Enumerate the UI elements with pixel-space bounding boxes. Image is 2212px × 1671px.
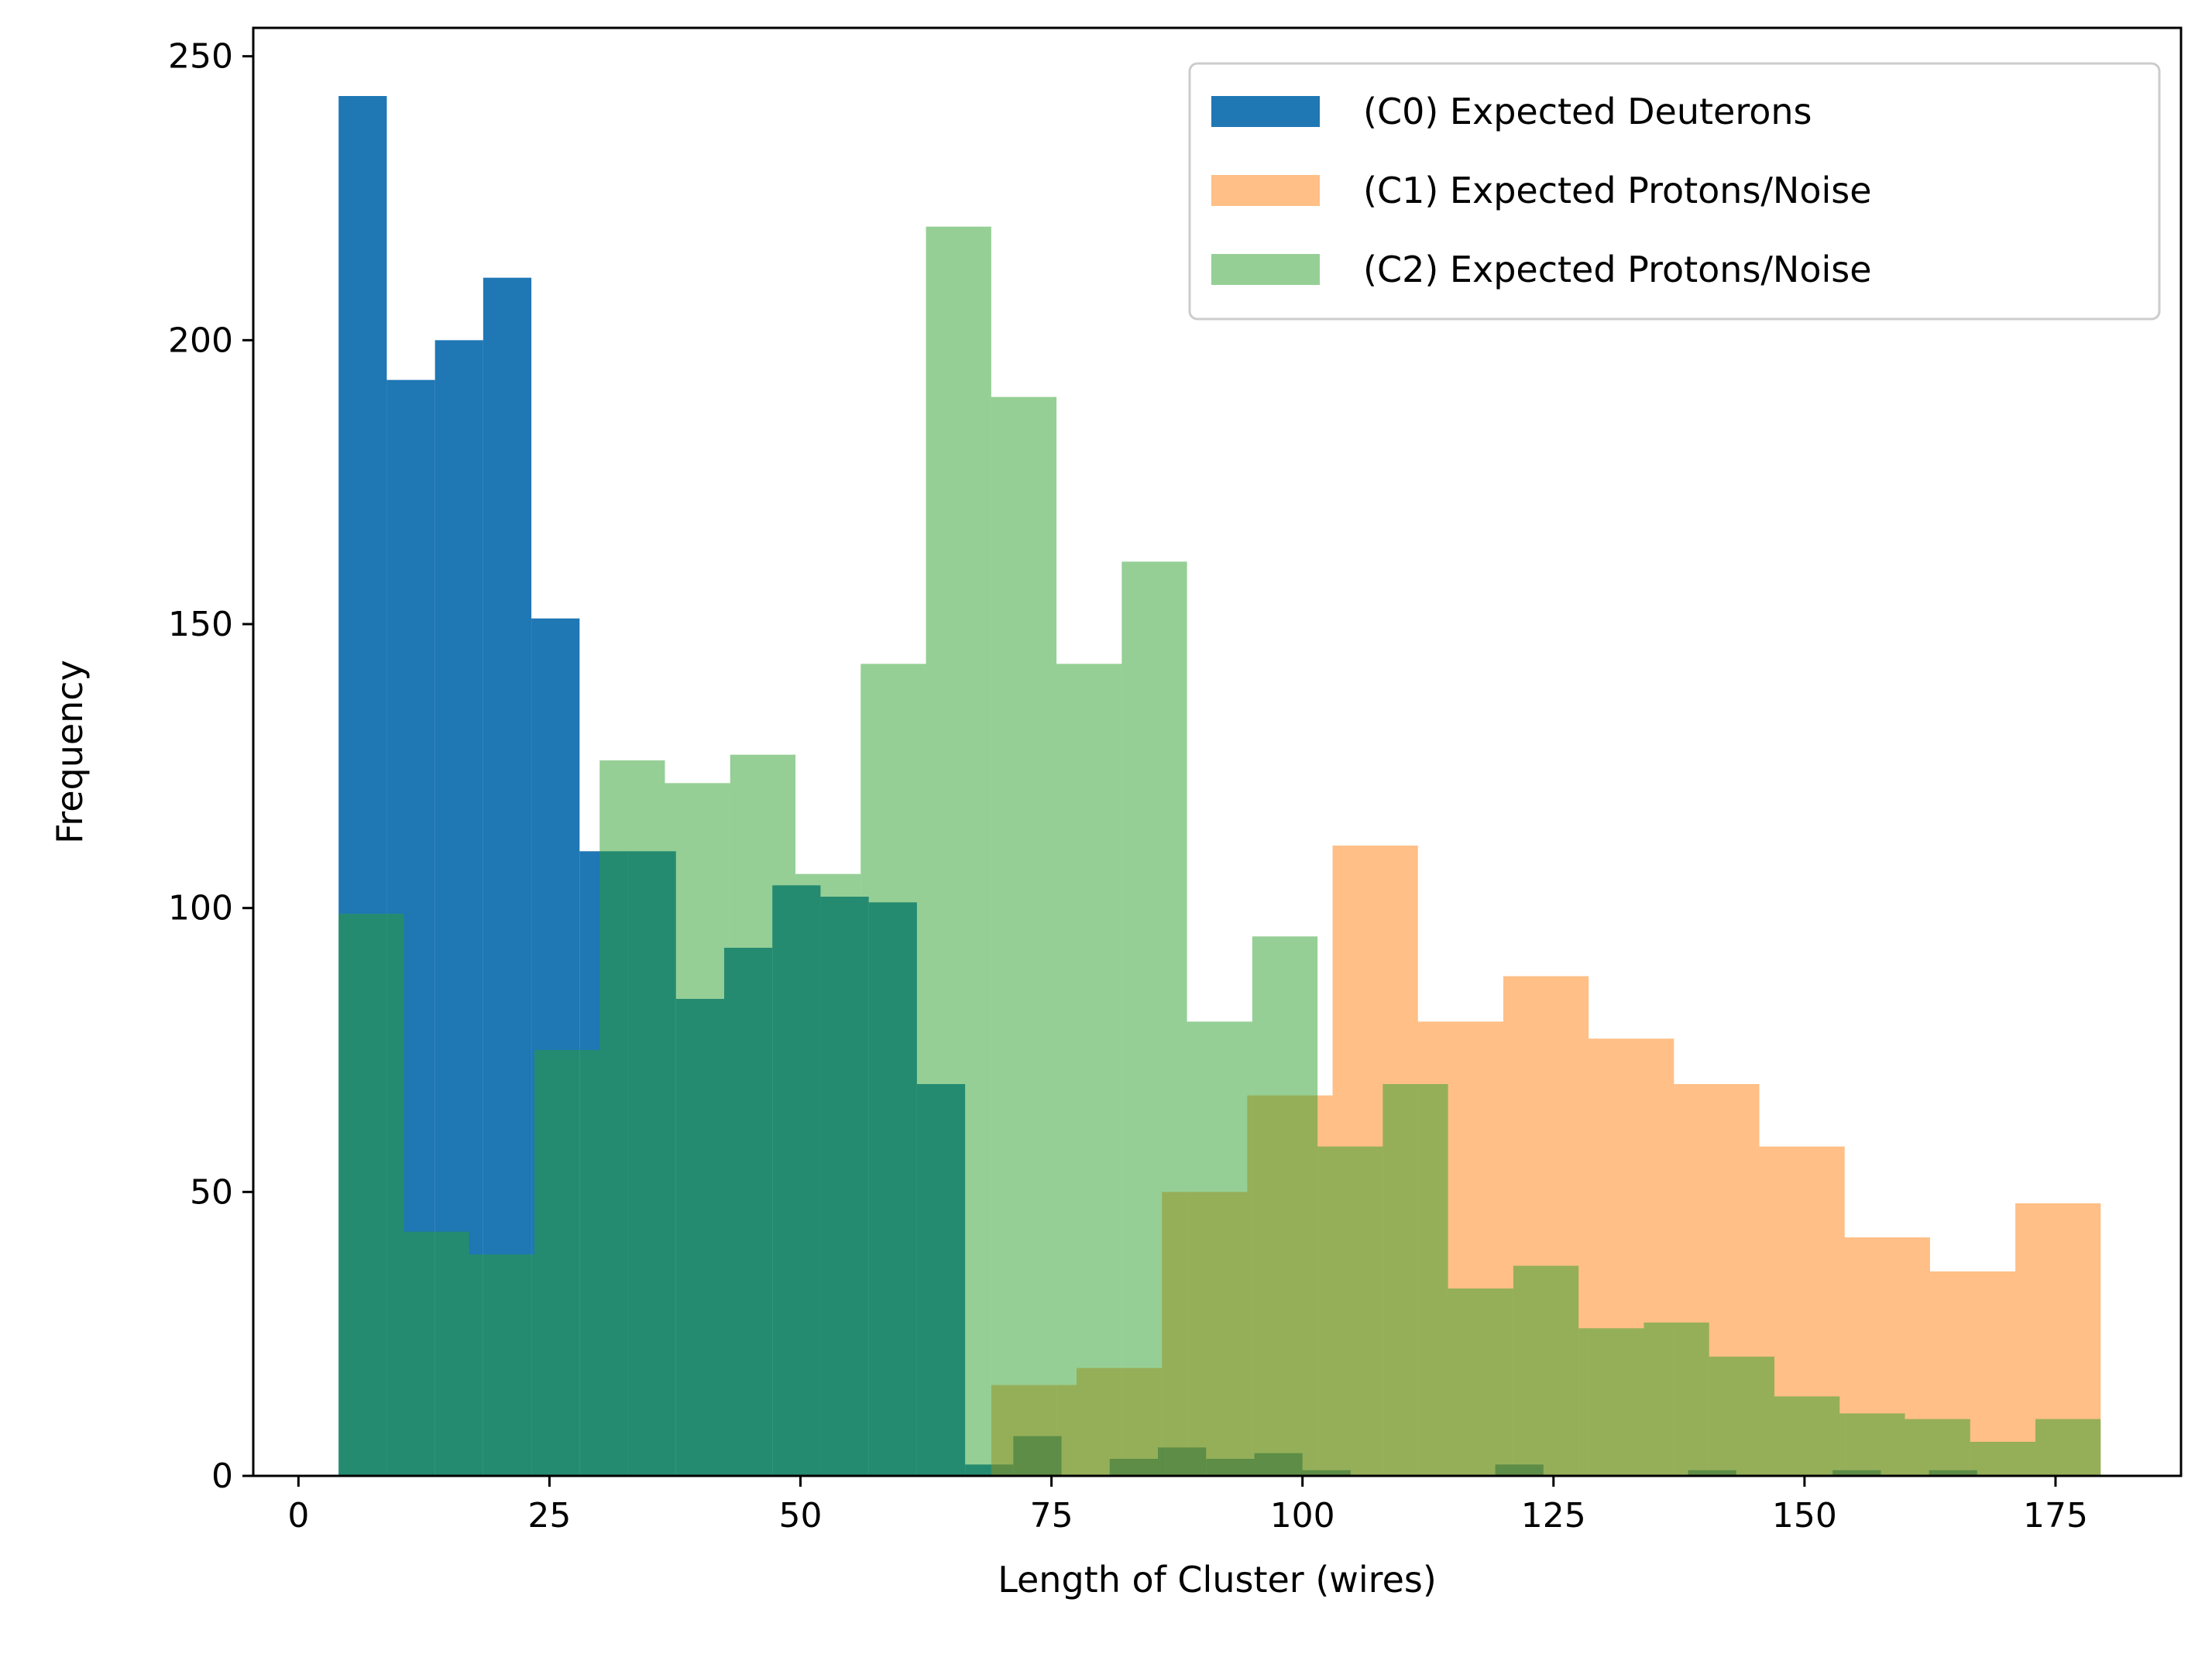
series-2: [338, 226, 2101, 1477]
bar: [1448, 1288, 1513, 1476]
y-tick-label: 150: [168, 605, 233, 644]
bar: [730, 754, 796, 1476]
bar: [1317, 1146, 1383, 1476]
bar: [599, 760, 665, 1476]
legend-swatch: [1211, 96, 1320, 127]
x-tick-label: 50: [779, 1496, 823, 1535]
x-axis-title: Length of Cluster (wires): [998, 1559, 1437, 1601]
y-tick-label: 50: [190, 1172, 233, 1212]
legend-entry: (C0) Expected Deuterons: [1363, 91, 1812, 132]
x-tick-label: 25: [527, 1496, 571, 1535]
y-tick-label: 250: [168, 37, 233, 77]
bar: [338, 914, 404, 1476]
bar: [1056, 664, 1122, 1477]
bar: [1709, 1357, 1774, 1476]
x-tick-label: 0: [287, 1496, 309, 1535]
bar: [534, 1050, 600, 1476]
plot-frame: [252, 26, 2183, 1477]
bar: [991, 396, 1057, 1476]
x-tick-label: 175: [2023, 1496, 2088, 1535]
legend-swatch: [1211, 175, 1320, 206]
y-tick-label: 100: [168, 889, 233, 928]
x-tick-label: 100: [1270, 1496, 1335, 1535]
bar: [860, 664, 926, 1477]
bar: [469, 1254, 534, 1476]
bar: [1252, 936, 1318, 1476]
bar: [1382, 1084, 1448, 1476]
y-tick-label: 0: [211, 1457, 233, 1496]
x-tick-label: 125: [1521, 1496, 1586, 1535]
bar: [795, 873, 861, 1476]
x-axis: 0 25 50 75 100 125 150 175: [287, 1476, 2088, 1535]
legend-box: [1188, 62, 2161, 321]
legend-swatch: [1211, 254, 1320, 285]
bar: [1187, 1021, 1252, 1476]
bar: [665, 783, 730, 1476]
bar: [1905, 1419, 1970, 1476]
bar: [2035, 1419, 2101, 1476]
x-tick-label: 150: [1772, 1496, 1837, 1535]
bar: [1121, 561, 1187, 1477]
y-tick-label: 200: [168, 321, 233, 360]
bar: [404, 1231, 469, 1476]
bar: [1578, 1328, 1644, 1476]
bars-layer: [338, 96, 2101, 1477]
legend-entry: (C1) Expected Protons/Noise: [1363, 170, 1872, 211]
x-tick-label: 75: [1030, 1496, 1073, 1535]
y-axis-title: Frequency: [49, 660, 91, 844]
legend-entry: (C2) Expected Protons/Noise: [1363, 249, 1872, 290]
bar: [1644, 1323, 1709, 1476]
bar: [1774, 1396, 1840, 1476]
y-axis: 0 50 100 150 200 250: [168, 37, 253, 1496]
bar: [1513, 1265, 1579, 1476]
bar: [926, 226, 991, 1477]
bar: [1839, 1413, 1905, 1476]
legend: (C0) Expected Deuterons (C1) Expected Pro…: [1188, 62, 2161, 321]
bar: [1970, 1442, 2036, 1476]
